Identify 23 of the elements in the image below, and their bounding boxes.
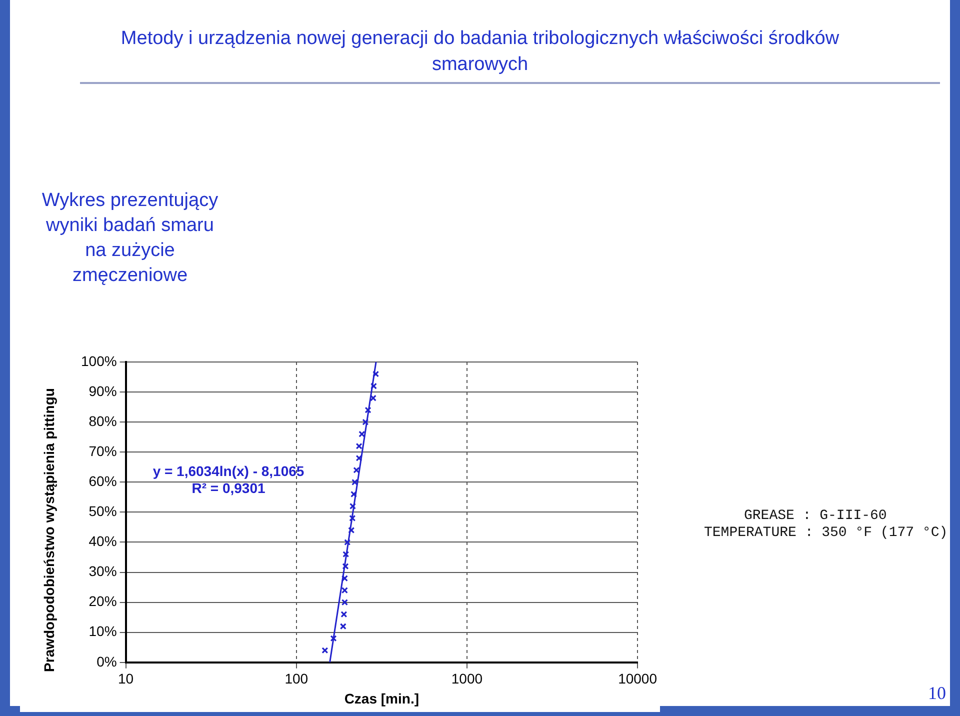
y-tick-label: 60% [88,473,117,490]
chart-title: Metody i urządzenia nowej generacji do badania tribologicznych właściwości środków smarowych [120,27,840,77]
annotation: y = 1,6034ln(x) - 8,1065 [152,463,304,480]
y-tick-label: 0% [96,653,117,670]
x-tick-label: 1000 [451,670,483,687]
y-tick-label: 80% [88,412,117,429]
y-tick-label: 40% [88,533,117,550]
text: TEMPERATURE : 350 °F (177 °C) [704,525,948,541]
y-tick-label: 50% [88,503,117,520]
y-tick-label: 30% [88,563,117,580]
y-tick-label: 100% [80,352,117,369]
x-axis-title: Czas [min.] [344,690,420,706]
chart-subtitle: Wykres prezentujący wyniki badań smaru na zużycie zmęczeniowe [40,189,220,288]
y-tick-label: 10% [88,623,117,640]
y-tick-label: 20% [88,593,117,610]
y-axis-title: Prawdopodobieństwo wystąpienia pittingu [40,387,58,674]
y-tick-label: 90% [88,382,117,399]
annotation: R² = 0,9301 [192,480,266,496]
x-tick-label: 100 [284,670,308,687]
text: GREASE : G-III-60 [744,508,887,524]
x-tick-label: 10000 [618,670,658,687]
x-tick-label: 10 [118,670,134,687]
y-tick-label: 70% [88,442,117,459]
